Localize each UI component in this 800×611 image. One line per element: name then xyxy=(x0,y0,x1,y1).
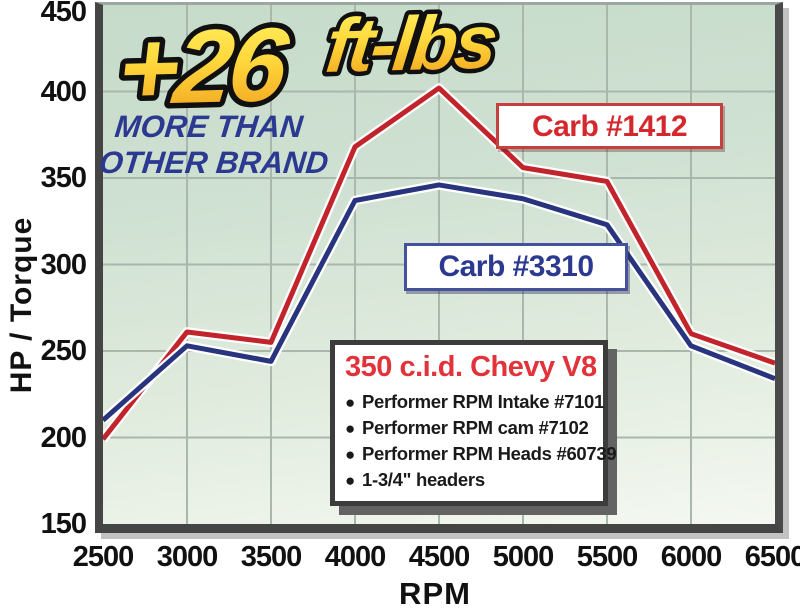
bullet-icon: ● xyxy=(345,419,355,438)
engine-spec-item-text: Performer RPM Intake #7101 xyxy=(361,391,605,412)
y-tick-300: 300 xyxy=(40,248,87,281)
promo-subline-1: MORE THAN xyxy=(113,109,305,144)
x-tick-4500: 4500 xyxy=(408,541,471,573)
engine-spec-item-3: ● 1-3/4" headers xyxy=(345,467,595,493)
x-tick-6500: 6500 xyxy=(744,541,800,573)
y-tick-450: 450 xyxy=(40,0,87,28)
promo-subline: MORE THAN OTHER BRAND xyxy=(97,109,334,181)
engine-spec-item-1: ● Performer RPM cam #7102 xyxy=(345,415,595,441)
x-axis-title: RPM xyxy=(399,576,471,611)
series-label-carb-3310: Carb #3310 xyxy=(404,243,628,291)
x-tick-3500: 3500 xyxy=(240,541,303,573)
x-tick-6000: 6000 xyxy=(660,541,723,573)
y-tick-150: 150 xyxy=(40,508,87,540)
y-tick-200: 200 xyxy=(40,421,87,454)
x-tick-2500: 2500 xyxy=(72,541,135,573)
engine-spec-item-0: ● Performer RPM Intake #7101 xyxy=(345,389,604,415)
engine-spec-item-text: Performer RPM Heads #60739 xyxy=(361,443,617,464)
y-tick-350: 350 xyxy=(40,162,87,194)
series-label-carb-1412: Carb #1412 xyxy=(496,103,723,149)
x-tick-4000: 4000 xyxy=(324,541,387,573)
engine-spec-box: 350 c.i.d. Chevy V8 ● Performer RPM Intak… xyxy=(330,340,617,506)
y-tick-250: 250 xyxy=(40,335,87,367)
y-axis-title: HP / Torque xyxy=(5,216,38,394)
series-line-0 xyxy=(103,85,775,441)
engine-spec-item-2: ● Performer RPM Heads #60739 xyxy=(345,441,617,467)
x-tick-3000: 3000 xyxy=(156,541,219,573)
engine-spec-list: ● Performer RPM Intake #7101 ● Performer RP… xyxy=(345,389,617,493)
series-line-1 xyxy=(103,182,775,423)
promo-subline-2: OTHER BRAND xyxy=(97,145,331,180)
x-tick-5000: 5000 xyxy=(492,541,555,573)
bullet-icon: ● xyxy=(345,471,355,490)
engine-spec-title: 350 c.i.d. Chevy V8 xyxy=(345,351,597,383)
y-tick-400: 400 xyxy=(40,75,87,108)
bullet-icon: ● xyxy=(345,393,355,412)
engine-spec-item-text: 1-3/4" headers xyxy=(361,469,485,490)
bullet-icon: ● xyxy=(345,445,355,464)
engine-spec-item-text: Performer RPM cam #7102 xyxy=(361,417,589,438)
x-tick-5500: 5500 xyxy=(576,541,639,573)
